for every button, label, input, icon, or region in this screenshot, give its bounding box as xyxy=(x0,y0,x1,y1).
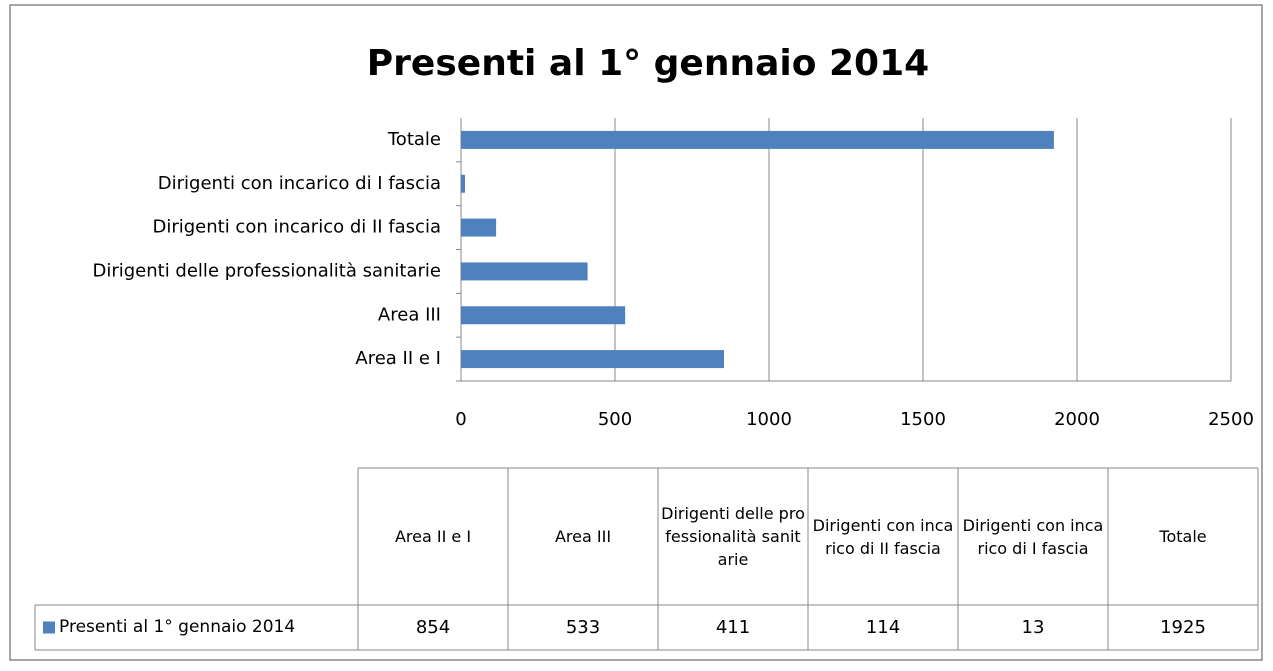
y-tick-label: Dirigenti con incarico di II fascia xyxy=(152,217,441,238)
legend-label: Presenti al 1° gennaio 2014 xyxy=(59,617,296,637)
x-tick-label: 2500 xyxy=(1208,409,1254,430)
table-header: Area III xyxy=(554,527,612,546)
bar xyxy=(461,174,466,193)
table-header: Totale xyxy=(1159,527,1207,546)
table-value: 1925 xyxy=(1160,617,1206,638)
y-tick-label: Totale xyxy=(387,129,441,150)
y-tick-label: Dirigenti con incarico di I fascia xyxy=(158,173,441,194)
x-tick-label: 1000 xyxy=(746,409,792,430)
x-tick-label: 1500 xyxy=(900,409,946,430)
table-header: Dirigenti con incarico di I fascia xyxy=(962,515,1104,558)
chart-title: Presenti al 1° gennaio 2014 xyxy=(367,43,929,84)
y-tick-label: Area III xyxy=(378,304,441,325)
bar xyxy=(461,350,725,369)
table-header: Dirigenti con incarico di II fascia xyxy=(812,515,954,558)
table-value: 533 xyxy=(565,617,601,638)
bar xyxy=(461,262,588,281)
table-value: 854 xyxy=(415,617,451,638)
x-tick-label: 500 xyxy=(598,409,632,430)
table-value: 13 xyxy=(1021,617,1045,638)
table-value: 114 xyxy=(865,617,901,638)
bar xyxy=(461,218,497,237)
x-tick-label: 2000 xyxy=(1054,409,1100,430)
bar xyxy=(461,306,626,325)
bar xyxy=(461,130,1054,149)
y-tick-label: Dirigenti delle professionalità sanitari… xyxy=(92,260,441,281)
table-value: 411 xyxy=(715,617,751,638)
table-header: Dirigenti delle professionalità sanitari… xyxy=(661,504,805,569)
chart-border xyxy=(9,4,1263,661)
x-tick-label: 0 xyxy=(455,409,466,430)
y-tick-label: Area II e I xyxy=(355,348,441,369)
legend-swatch xyxy=(43,621,55,634)
table-header: Area II e I xyxy=(394,527,472,546)
